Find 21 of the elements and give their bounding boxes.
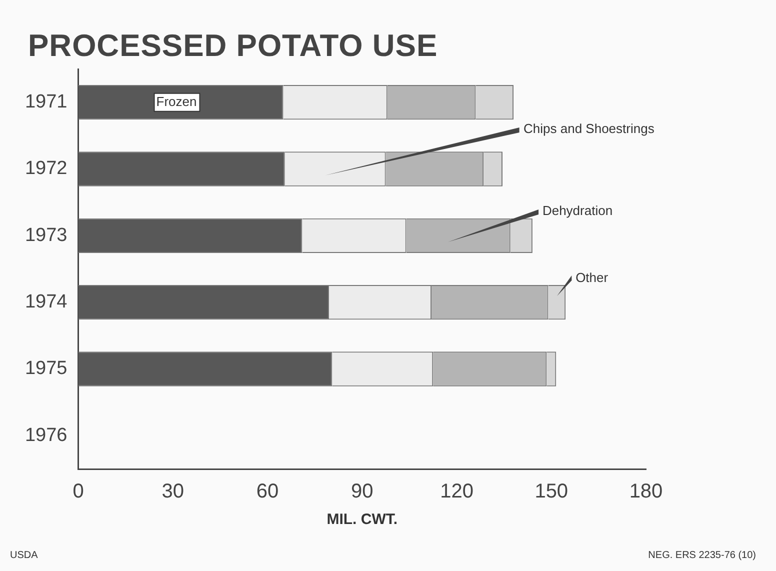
- text: USDA: [10, 550, 38, 561]
- x-tick-label: 90: [351, 480, 374, 503]
- x-tick-label: 60: [256, 480, 279, 503]
- series-label: Frozen: [156, 94, 197, 109]
- chart-title: PROCESSED POTATO USE: [28, 28, 438, 64]
- y-tick-label: 1975: [24, 358, 68, 380]
- x-tick-label: 30: [162, 480, 184, 503]
- text: NEG. ERS 2235-76 (10): [648, 550, 756, 561]
- text: Chips and Shoestrings: [524, 121, 655, 136]
- x-tick-label: 150: [534, 480, 568, 503]
- series-label: Other: [576, 270, 609, 285]
- y-tick-label: 1971: [24, 92, 68, 113]
- x-tick-label: 0: [72, 480, 84, 503]
- x-tick-label: 180: [629, 480, 663, 503]
- y-tick-label: 1976: [24, 424, 68, 446]
- x-axis-title: MIL. CWT.: [326, 511, 398, 528]
- text: Dehydration: [542, 203, 613, 218]
- y-tick-label: 1972: [24, 158, 68, 180]
- y-tick-label: 1973: [24, 224, 68, 246]
- x-tick-label: 120: [440, 480, 474, 503]
- y-tick-label: 1974: [24, 292, 68, 313]
